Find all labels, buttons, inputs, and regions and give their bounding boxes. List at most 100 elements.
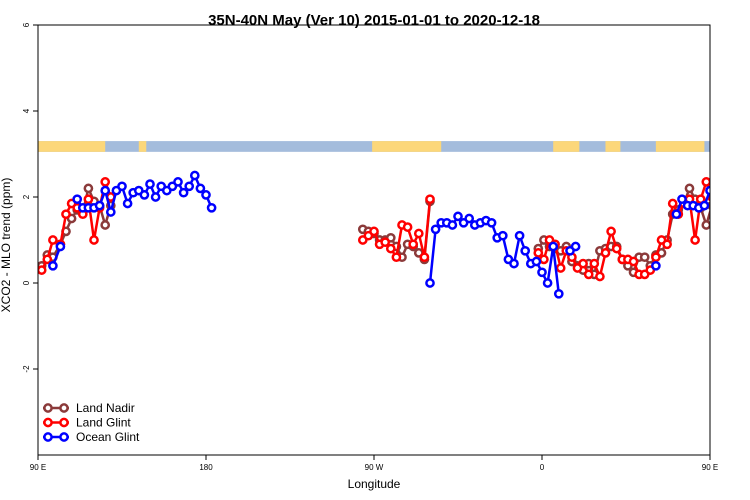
data-point [48,260,58,271]
y-tick-label: -2 [22,365,31,373]
data-point [667,198,678,209]
data-point [539,254,549,265]
data-point [61,209,71,220]
data-point [100,177,111,187]
data-point [542,278,553,288]
x-axis-label: Longitude [348,477,401,491]
data-point [701,177,710,187]
x-tick-label: 180 [199,463,213,472]
data-point [178,187,189,198]
data-point [94,200,105,211]
data-point [391,252,402,263]
data-point [651,252,661,263]
data-point [189,170,200,181]
data-point [385,243,396,254]
data-point [570,241,581,252]
data-point [746,191,750,198]
data-point [712,208,719,215]
data-point [699,200,710,211]
legend-marker [43,403,53,413]
data-point [707,201,710,211]
data-point [201,190,211,200]
series-land-glint [38,177,710,282]
data-point [740,187,747,194]
data-point [734,189,741,196]
chart-title: 35N-40N May (Ver 10) 2015-01-01 to 2020-… [208,12,540,29]
land-band-segment [605,141,621,152]
data-point [419,252,430,263]
y-tick-label: 2 [22,194,31,199]
data-point [606,226,616,237]
data-point [464,213,475,224]
data-point [611,243,622,254]
data-point [48,235,58,245]
y-tick-label: 6 [22,22,31,27]
legend-marker [43,417,53,428]
axes: 90 E 180 90 W 0 90 E -2 0 2 4 6 [22,22,718,472]
data-point [548,241,559,252]
data-point [83,183,94,194]
data-point [729,200,736,207]
legend-label: Land Nadir [76,401,135,415]
data-point [639,252,650,263]
data-point [537,267,547,278]
data-point [173,177,183,187]
land-band-segment [372,141,442,152]
data-point [408,239,419,250]
legend-item: Land Glint [43,416,131,430]
data-point [38,265,47,275]
legend-item: Land Nadir [43,401,135,415]
data-point [486,217,497,228]
data-point [402,222,413,232]
data-point [206,202,217,213]
data-point [122,198,133,209]
legend-item: Ocean Glint [43,430,140,444]
data-point [425,278,435,288]
data-point [89,235,99,245]
y-tick-label: 0 [22,280,31,285]
data-point [497,230,508,241]
series-ocean-glint [48,170,750,299]
data-point [105,207,116,217]
data-point [514,230,525,241]
data-point [531,256,542,267]
land-band-segment [138,141,147,152]
data-point [100,185,111,196]
data-point [195,183,206,194]
data-point [425,194,435,205]
x-tick-label: 90 W [365,463,384,472]
x-tick-label: 90 E [702,463,718,472]
data-point [701,220,710,230]
data-point [447,220,458,230]
data-point [83,194,94,205]
data-point [705,185,710,196]
data-point [55,241,66,252]
data-point [184,181,195,192]
data-point [413,228,424,239]
data-point [509,258,519,269]
legend-marker [59,403,69,413]
data-point [723,183,730,190]
data-point [677,194,687,205]
data-point [430,224,441,235]
x-tick-label: 90 E [30,463,46,472]
data-point [380,237,391,248]
data-point [145,179,155,189]
data-point [100,220,111,230]
data-point [684,183,695,194]
x-tick-label: 0 [540,463,545,472]
data-point [718,187,725,194]
data-point [690,235,700,245]
data-point [595,271,605,282]
data-point [671,209,682,220]
data-point [533,248,544,258]
data-point [42,254,53,265]
legend-marker [59,417,69,428]
data-point [553,288,564,299]
land-band-segment [38,141,106,152]
data-point [600,248,611,258]
data-point [583,269,594,280]
legend-marker [59,432,69,442]
